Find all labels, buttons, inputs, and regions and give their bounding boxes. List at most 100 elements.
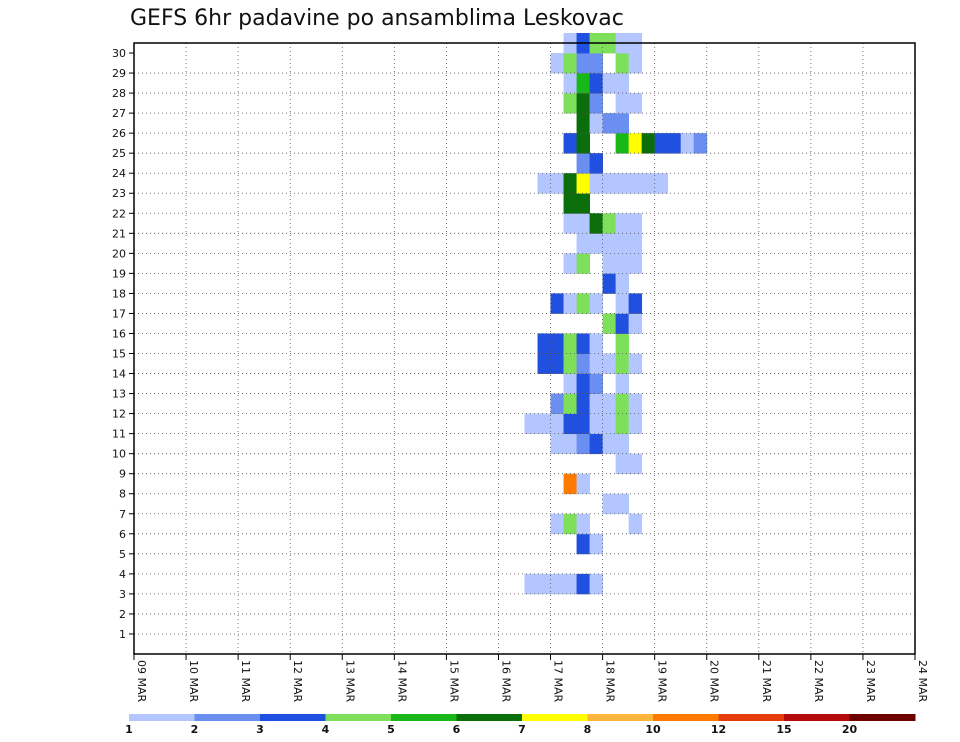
heat-cell (537, 413, 551, 435)
y-tick-label: 17 (112, 307, 126, 320)
heat-cell (693, 133, 708, 154)
heat-cell (576, 373, 590, 394)
heat-cell (680, 133, 695, 154)
heat-cell (576, 293, 590, 314)
heat-cell (628, 453, 643, 475)
heat-cell (563, 333, 577, 354)
y-tick-label: 26 (112, 127, 126, 140)
heat-cell (615, 313, 630, 334)
heat-cell (563, 93, 577, 114)
heat-cell (550, 433, 564, 455)
x-tick-label: 13 MAR (343, 660, 356, 703)
heat-cell (563, 573, 577, 595)
heat-cell (615, 293, 630, 314)
heat-cell (615, 273, 630, 294)
heat-cell (576, 193, 590, 214)
y-tick-label: 1 (119, 628, 126, 641)
x-tick-label: 09 MAR (135, 660, 148, 703)
heat-cell (550, 173, 564, 194)
heat-cell (589, 533, 603, 555)
colorbar-swatch (653, 714, 719, 721)
heat-cell (563, 253, 577, 274)
heat-cell (563, 53, 577, 74)
heat-cell (563, 473, 577, 495)
y-tick-label: 27 (112, 107, 126, 120)
heat-cell (576, 413, 590, 435)
colorbar-label: 1 (125, 723, 133, 736)
colorbar-label: 8 (584, 723, 592, 736)
heat-cell (576, 533, 590, 555)
y-tick-label: 7 (119, 508, 126, 521)
colorbar-swatch (325, 714, 392, 721)
heat-cell (628, 293, 643, 314)
heat-cell (615, 253, 630, 274)
heat-cell (615, 233, 630, 254)
heat-cell (576, 173, 590, 194)
heat-cell (602, 493, 617, 515)
x-tick-label: 16 MAR (499, 660, 512, 703)
heat-cell (589, 433, 603, 455)
heat-cell (550, 413, 564, 435)
heat-cell (615, 53, 630, 74)
x-axis: 09 MAR 10 MAR 11 MAR 12 MAR 13 MAR 14 MAR 15 M… (133, 654, 929, 703)
y-tick-label: 8 (119, 488, 126, 501)
colorbar-label: 6 (453, 723, 461, 736)
colorbar-label: 7 (518, 723, 526, 736)
heat-cell (602, 313, 617, 334)
y-tick-label: 25 (112, 147, 126, 160)
heat-cell (602, 413, 617, 435)
y-tick-label: 29 (112, 67, 126, 80)
heat-cell (589, 353, 603, 374)
heat-cell (615, 413, 630, 435)
heat-cell (615, 213, 630, 234)
x-tick-label: 24 MAR (916, 660, 929, 703)
heat-cell (576, 253, 590, 274)
heat-cell (537, 573, 551, 595)
heat-cell (589, 393, 603, 415)
colorbar-swatch (849, 714, 916, 721)
heat-cell (563, 73, 577, 94)
heat-cell (589, 113, 603, 134)
x-tick-label: 19 MAR (656, 660, 669, 703)
heat-cell (602, 253, 617, 274)
heat-cell (615, 113, 630, 134)
heat-cell (589, 333, 603, 354)
heat-cell (589, 413, 603, 435)
heat-cell (576, 73, 590, 94)
heat-cell (550, 293, 564, 314)
heat-cell (576, 433, 590, 455)
y-tick-label: 14 (112, 368, 126, 381)
heat-cell (641, 133, 656, 154)
heat-cell (615, 493, 630, 515)
colorbar-swatch (391, 714, 457, 721)
heat-cell (602, 173, 617, 194)
colorbar-swatch (129, 714, 195, 721)
y-tick-label: 18 (112, 287, 126, 300)
plot-frame (133, 42, 916, 655)
heat-cell (576, 53, 590, 74)
x-tick-label: 20 MAR (708, 660, 721, 703)
heat-cell (576, 233, 590, 254)
colorbar-swatch (587, 714, 654, 721)
heat-cell (654, 133, 669, 154)
heat-cell (654, 173, 669, 194)
heat-cell (563, 193, 577, 214)
heat-cell (563, 433, 577, 455)
heat-cell (589, 53, 603, 74)
heat-cell (589, 293, 603, 314)
x-tick-label: 18 MAR (604, 660, 617, 703)
heat-cell (550, 353, 564, 374)
heat-cell (563, 213, 577, 234)
y-tick-label: 21 (112, 227, 126, 240)
heat-cell (628, 353, 643, 374)
heat-cell (589, 73, 603, 94)
heat-cell (576, 133, 590, 154)
heat-cell (576, 93, 590, 114)
y-tick-label: 4 (119, 568, 126, 581)
y-tick-label: 19 (112, 267, 126, 280)
colorbar-label: 4 (322, 723, 330, 736)
x-tick-label: 12 MAR (291, 660, 304, 703)
heat-cell (602, 213, 617, 234)
x-tick-label: 10 MAR (187, 660, 200, 703)
